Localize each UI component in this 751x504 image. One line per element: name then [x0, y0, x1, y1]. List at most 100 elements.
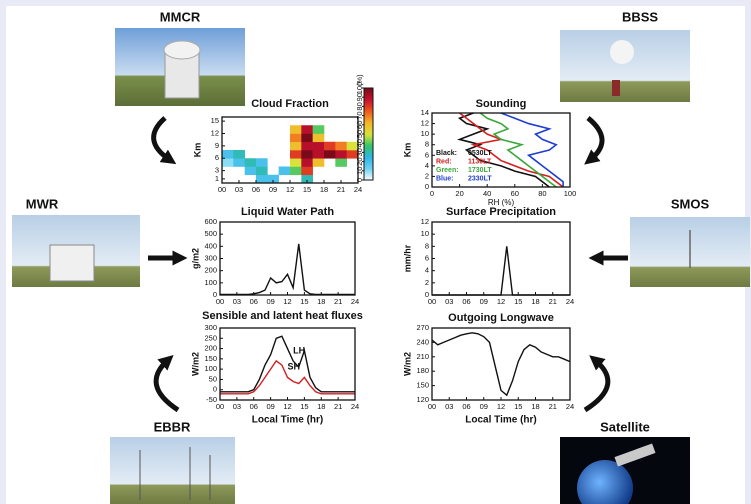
- x-tick-label: 24: [351, 402, 359, 411]
- colorbar-tick-label: 80: [355, 102, 364, 110]
- series-label: LH: [293, 345, 305, 355]
- chart-title: Sensible and latent heat fluxes: [202, 310, 363, 322]
- x-tick-label: 03: [233, 402, 241, 411]
- y-tick-label: 1: [215, 174, 219, 183]
- legend-name: Green:: [436, 167, 459, 174]
- x-tick-label: 12: [497, 402, 505, 411]
- instrument-label: SMOS: [671, 196, 710, 211]
- x-tick-label: 24: [566, 297, 574, 306]
- x-tick-label: 06: [462, 297, 470, 306]
- x-tick-label: 06: [252, 185, 260, 194]
- heat-cell: [290, 167, 302, 176]
- x-tick-label: 12: [497, 297, 505, 306]
- x-tick-label: 00: [216, 402, 224, 411]
- x-tick-label: 00: [428, 402, 436, 411]
- y-tick-label: 2: [425, 278, 429, 287]
- heat-cell: [301, 158, 313, 167]
- colorbar-tick-label: 10: [355, 167, 364, 175]
- y-tick-label: 4: [425, 161, 429, 170]
- x-tick-label: 60: [511, 189, 519, 198]
- y-tick-label: 250: [204, 333, 217, 342]
- legend-label: 1130LT: [468, 158, 492, 165]
- x-tick-label: 12: [283, 402, 291, 411]
- y-tick-label: 10: [421, 229, 429, 238]
- y-tick-label: 9: [215, 141, 219, 150]
- heat-cell: [256, 158, 268, 167]
- x-tick-label: 09: [266, 402, 274, 411]
- instrument-label: EBBR: [154, 419, 191, 434]
- y-axis-label: Km: [192, 143, 202, 158]
- y-tick-label: 8: [425, 241, 429, 250]
- legend-name: Red:: [436, 158, 452, 165]
- y-axis-label: W/m2: [190, 352, 200, 376]
- y-tick-label: 240: [416, 337, 429, 346]
- instrument-label: Satellite: [600, 419, 650, 434]
- heat-cell: [245, 158, 257, 167]
- y-tick-label: 300: [204, 323, 217, 332]
- chart-title: Sounding: [476, 98, 527, 110]
- y-tick-label: 0: [213, 385, 217, 394]
- x-tick-label: 12: [283, 297, 291, 306]
- x-tick-label: 21: [334, 297, 342, 306]
- y-tick-label: 200: [204, 344, 217, 353]
- heat-cell: [301, 134, 313, 143]
- heat-cell: [313, 142, 325, 151]
- y-tick-label: 8: [425, 140, 429, 149]
- x-tick-label: 03: [233, 297, 241, 306]
- y-axis-label: mm/hr: [402, 244, 412, 272]
- instrument-label: BBSS: [622, 9, 658, 24]
- instrument-label: MMCR: [160, 9, 201, 24]
- y-tick-label: 210: [416, 352, 429, 361]
- heat-cell: [290, 134, 302, 143]
- x-tick-label: 09: [480, 402, 488, 411]
- colorbar-tick-label: 0: [355, 178, 364, 182]
- y-axis-label: W/m2: [402, 352, 412, 376]
- y-tick-label: 150: [204, 354, 217, 363]
- plot-area: [220, 222, 355, 295]
- y-tick-label: 2: [425, 171, 429, 180]
- x-tick-label: 24: [351, 297, 359, 306]
- y-tick-label: 100: [204, 278, 217, 287]
- y-tick-label: 12: [421, 119, 429, 128]
- x-axis-label: Local Time (hr): [252, 415, 324, 426]
- y-tick-label: 100: [204, 364, 217, 373]
- x-tick-label: 21: [549, 297, 557, 306]
- heat-cell: [301, 150, 313, 159]
- colorbar-tick-label: 40: [355, 139, 364, 147]
- y-tick-label: 400: [204, 241, 217, 250]
- x-tick-label: 06: [250, 297, 258, 306]
- y-tick-label: -50: [206, 395, 217, 404]
- x-tick-label: 15: [514, 297, 522, 306]
- y-tick-label: 600: [204, 217, 217, 226]
- x-tick-label: 15: [300, 402, 308, 411]
- chart-title: Cloud Fraction: [251, 98, 329, 110]
- x-tick-label: 21: [334, 402, 342, 411]
- heat-cell: [290, 150, 302, 159]
- x-tick-label: 15: [303, 185, 311, 194]
- y-tick-label: 14: [421, 108, 429, 117]
- x-tick-label: 18: [317, 402, 325, 411]
- heat-cell: [324, 142, 336, 151]
- y-tick-label: 0: [425, 290, 429, 299]
- colorbar-label: (%): [355, 74, 364, 86]
- x-tick-label: 24: [566, 402, 574, 411]
- x-tick-label: 00: [218, 185, 226, 194]
- x-tick-label: 03: [445, 402, 453, 411]
- x-tick-label: 18: [317, 297, 325, 306]
- colorbar-tick-label: 70: [355, 111, 364, 119]
- heat-cell: [256, 175, 268, 184]
- heat-cell: [301, 167, 313, 176]
- series-label: SH: [288, 362, 301, 372]
- heat-cell: [335, 158, 347, 167]
- y-tick-label: 12: [211, 128, 219, 137]
- heat-cell: [313, 134, 325, 143]
- x-tick-label: 21: [549, 402, 557, 411]
- heat-cell: [222, 158, 234, 167]
- figure: MMCR BBSS MWR SMOS EBBR Satellite Cloud …: [0, 0, 751, 504]
- y-tick-label: 150: [416, 381, 429, 390]
- y-tick-label: 15: [211, 116, 219, 125]
- colorbar-tick-label: 30: [355, 148, 364, 156]
- heat-cell: [313, 125, 325, 134]
- chart-title: Surface Precipitation: [446, 206, 556, 218]
- x-tick-label: 24: [354, 185, 362, 194]
